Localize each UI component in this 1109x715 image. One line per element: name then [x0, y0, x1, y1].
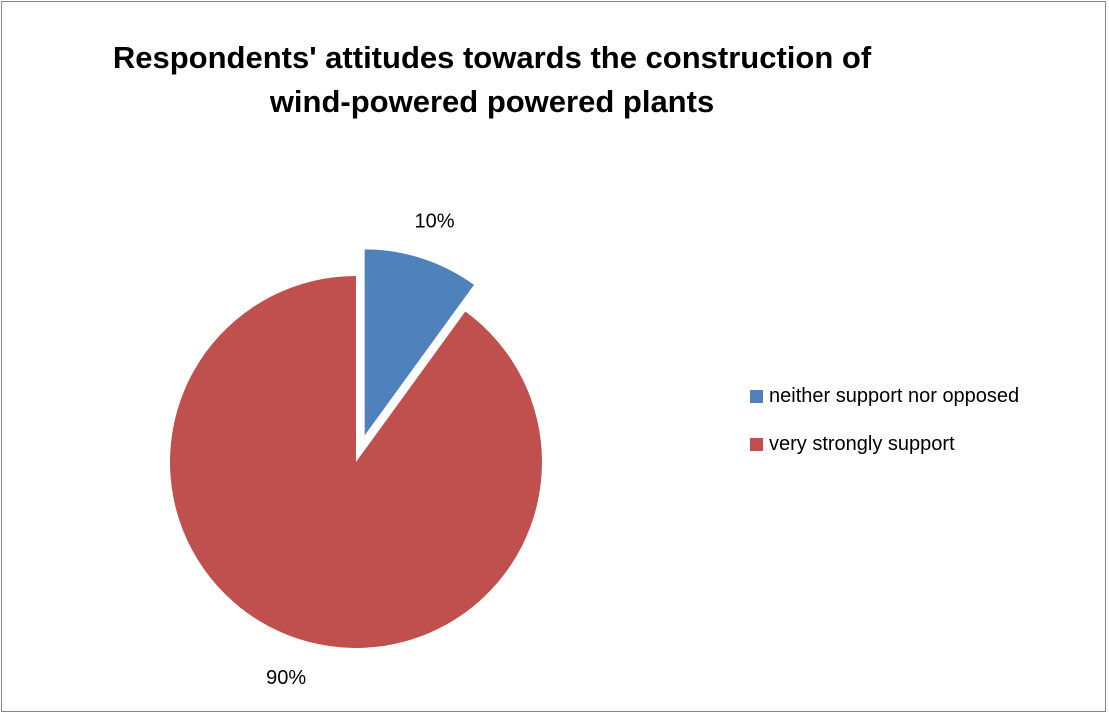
chart-title: Respondents' attitudes towards the const… — [62, 36, 922, 124]
pie-slice-very-strongly-support — [170, 276, 543, 648]
legend-swatch-blue — [750, 389, 763, 403]
legend-item-neither-support: neither support nor opposed — [750, 384, 1019, 408]
chart-title-line-2: wind-powered powered plants — [269, 84, 715, 119]
chart-title-line-1: Respondents' attitudes towards the const… — [112, 40, 872, 75]
legend-label: very strongly support — [769, 432, 955, 455]
pie-slice-neither-support-nor-opposed — [364, 249, 474, 436]
legend-item-very-strongly-support: very strongly support — [750, 432, 955, 456]
pie-slices — [170, 249, 543, 648]
data-label-10-percent: 10% — [414, 210, 454, 232]
legend-label: neither support nor opposed — [769, 384, 1020, 407]
pie-data-labels: 10% 90% — [266, 210, 455, 689]
data-label-90-percent: 90% — [266, 667, 306, 689]
legend-swatch-red — [750, 437, 763, 451]
